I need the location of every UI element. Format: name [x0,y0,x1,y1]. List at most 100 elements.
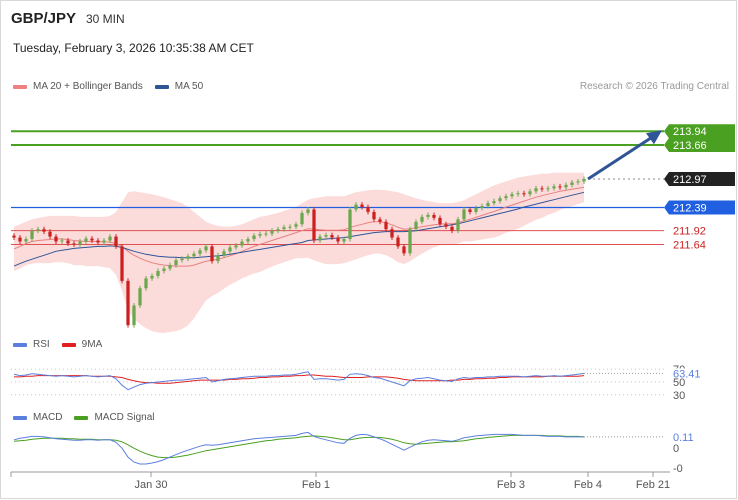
candle-body [318,236,322,241]
candle-body [216,255,220,262]
candle-body [42,229,46,232]
time-tick-feb-3: Feb 3 [497,479,525,491]
candle-body [456,219,460,231]
timeframe-label: 30 MIN [86,12,125,26]
candle-body [168,265,172,269]
ma50-swatch [154,84,169,89]
candle-body [534,188,538,192]
bollinger-band [14,172,584,333]
candle-body [444,224,448,227]
candle-body [102,240,106,243]
candle-body [276,229,280,231]
level-label-211.64: 211.64 [673,239,706,251]
candle-body [228,247,232,252]
candle-body [408,229,412,254]
candle-body [546,188,550,190]
candle-body [30,230,34,240]
candle-body [522,193,526,195]
candle-body [222,251,226,256]
rsi-legend-label: RSI [33,339,50,350]
candle-body [132,305,136,326]
candle-body [300,212,304,225]
forecast-arrow-head [646,130,662,145]
candle-body [150,275,154,279]
macd-signal-legend-label: MACD Signal [94,412,155,423]
candle-body [162,268,166,272]
rsi-value-backing [669,368,705,379]
rsi-current-value: 63.41 [673,368,701,380]
candle-body [480,206,484,209]
candle-body [306,209,310,213]
ma20-line [13,186,585,267]
candle-body [186,256,190,259]
ma20-swatch [13,84,27,89]
candle-body [384,221,388,230]
candle-body [324,235,328,237]
candle-body [90,238,94,241]
candle-body [264,233,268,235]
level-label-212.39: 212.39 [673,203,707,215]
candle-body [282,227,286,230]
time-tick-feb-4: Feb 4 [574,479,602,491]
candle-body [390,229,394,238]
candle-body [240,241,244,246]
datetime-label: Tuesday, February 3, 2026 10:35:38 AM CE… [13,41,254,55]
symbol-title: GBP/JPY [11,10,77,27]
candle-body [246,239,250,242]
macd-tick-zero: 0 [673,443,679,455]
candle-body [336,237,340,242]
ma50-legend-label: MA 50 [174,81,204,92]
candle-body [378,219,382,222]
level-label-213.94: 213.94 [673,126,707,138]
level-tag-213.66 [664,138,735,153]
candle-body [450,226,454,231]
candle-body [576,181,580,183]
candle-body [366,207,370,212]
candle-body [120,246,124,281]
price-legend: MA 20 + Bollinger Bands MA 50 [13,81,203,92]
candle-body [258,234,262,236]
candle-body [396,237,400,247]
candle-body [312,209,316,241]
candle-body [108,236,112,241]
candle-body [36,229,40,231]
candle-body [180,258,184,261]
macd-tick-neg: -0 [673,463,683,475]
candle-body [138,288,142,306]
candle-body [552,186,556,189]
candle-body [24,239,28,242]
candle-body [492,201,496,204]
rsi-swatch [13,342,27,347]
ma50-line [13,191,585,267]
candle-body [540,188,544,190]
candle-body [438,217,442,225]
rsi-legend: RSI 9MA [13,339,102,350]
ma20-legend-label: MA 20 + Bollinger Bands [33,81,143,92]
candle-body [372,211,376,220]
candle-body [348,209,352,240]
rsi-ma-legend-label: 9MA [81,339,103,350]
candle-body [414,221,418,230]
candle-body [54,236,58,242]
forecast-arrow-shaft [587,135,653,181]
candle-body [144,278,148,289]
candle-body [204,246,208,251]
candle-body [504,196,508,199]
macd-signal-line [13,434,585,459]
candle-body [84,238,88,242]
candle-body [582,178,586,182]
candle-body [420,216,424,222]
candle-body [558,186,562,188]
macd-line [13,431,584,465]
candle-body [252,235,256,240]
credit-label: Research © 2026 Trading Central [579,81,729,92]
candle-body [270,230,274,234]
level-label-213.66: 213.66 [673,140,707,152]
candle-body [360,204,364,208]
candle-body [126,280,130,326]
candle-body [60,240,64,242]
candle-body [432,214,436,218]
macd-legend-label: MACD [33,412,63,423]
